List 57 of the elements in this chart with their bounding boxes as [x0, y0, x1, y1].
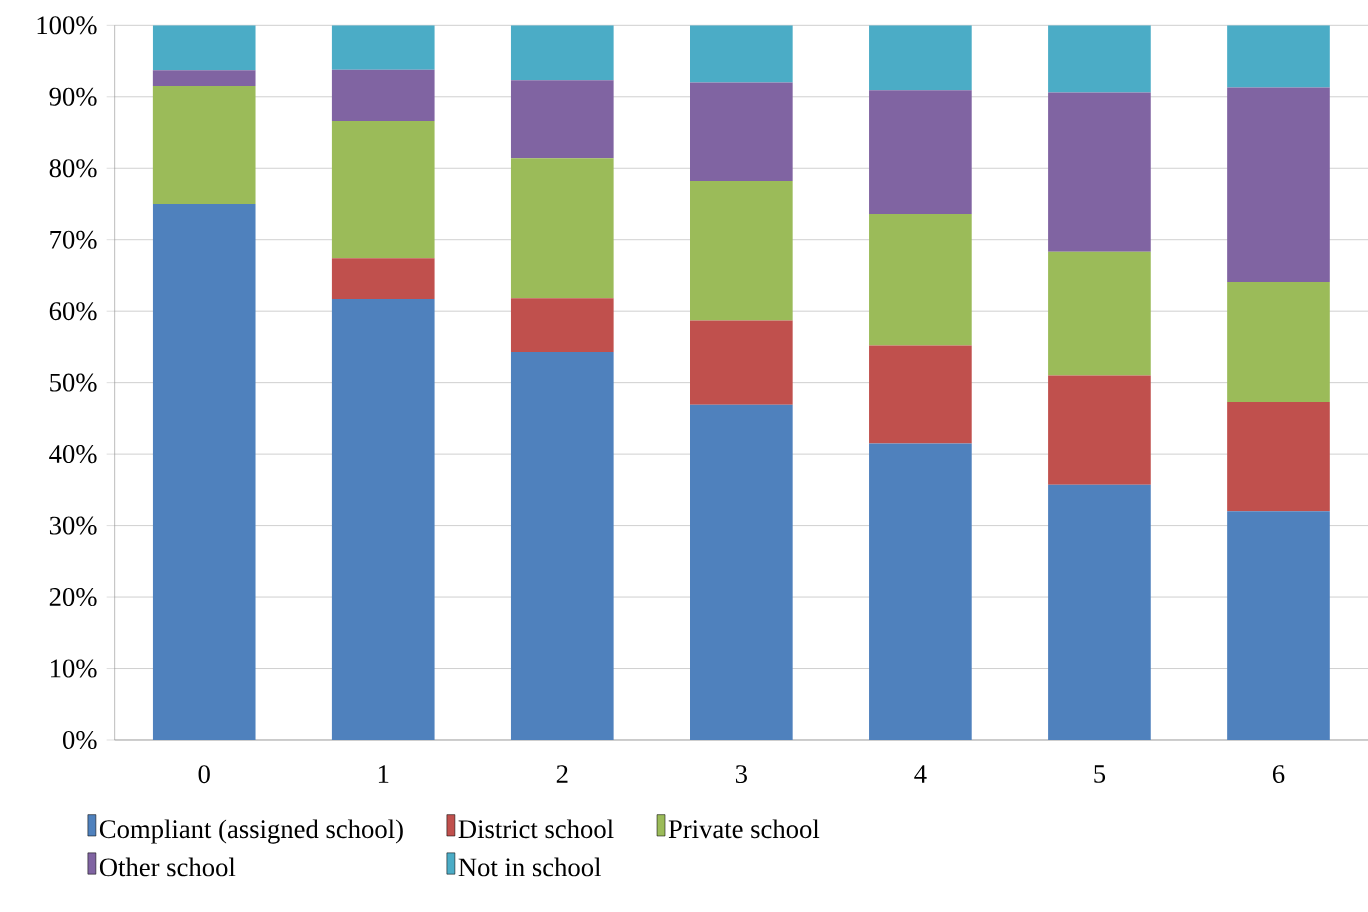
bar [869, 213, 972, 346]
legend-label: Other school [99, 857, 236, 877]
x-tick-label: 2 [556, 765, 568, 783]
y-tick-label: 80% [49, 159, 97, 178]
bar [331, 258, 435, 300]
bar [1048, 25, 1151, 93]
bar [152, 25, 256, 71]
bar [1048, 92, 1151, 252]
y-tick-label: 0% [62, 730, 97, 750]
bar [510, 158, 614, 299]
bar [510, 298, 614, 352]
bar [152, 70, 256, 87]
bar [331, 299, 435, 740]
bar [1048, 375, 1151, 485]
y-tick-label: 90% [49, 87, 97, 106]
legend-label: Not in school [458, 857, 601, 877]
bar [510, 80, 614, 159]
bar [152, 86, 256, 204]
bar [331, 69, 435, 122]
x-tick-label: 5 [1094, 765, 1106, 783]
y-tick-label: 20% [49, 588, 97, 607]
bar [690, 82, 793, 182]
legend-label: District school [458, 819, 614, 839]
bar [1048, 484, 1151, 740]
y-tick-label: 30% [49, 516, 97, 535]
bar [690, 404, 793, 740]
bar [869, 90, 972, 214]
bar [690, 25, 793, 83]
y-tick-label: 10% [50, 659, 97, 678]
legend-label: Compliant (assigned school) [99, 819, 403, 844]
bar [152, 203, 256, 740]
x-tick-label: 1 [378, 765, 389, 783]
x-tick-label: 4 [914, 765, 927, 783]
bar [869, 25, 972, 91]
bar [510, 351, 614, 740]
y-tick-label: 70% [50, 230, 97, 249]
bar [1227, 281, 1330, 402]
y-tick-label: 50% [50, 373, 97, 392]
bar [510, 25, 614, 81]
bar [1227, 511, 1330, 740]
bar [331, 25, 435, 70]
bar [690, 320, 793, 405]
bar [1048, 251, 1151, 376]
y-tick-label: 100% [37, 16, 97, 35]
x-tick-label: 6 [1272, 765, 1285, 784]
bar [331, 121, 435, 259]
y-tick-label: 60% [49, 302, 97, 321]
bar [1227, 87, 1330, 282]
bar [690, 181, 793, 321]
x-tick-label: 3 [735, 765, 747, 784]
bar [869, 443, 972, 740]
y-tick-label: 40% [49, 445, 97, 464]
x-tick-label: 0 [198, 765, 210, 784]
bar [1227, 401, 1330, 512]
bar [1227, 25, 1330, 88]
legend-label: Private school [668, 819, 820, 839]
bar [869, 345, 972, 444]
